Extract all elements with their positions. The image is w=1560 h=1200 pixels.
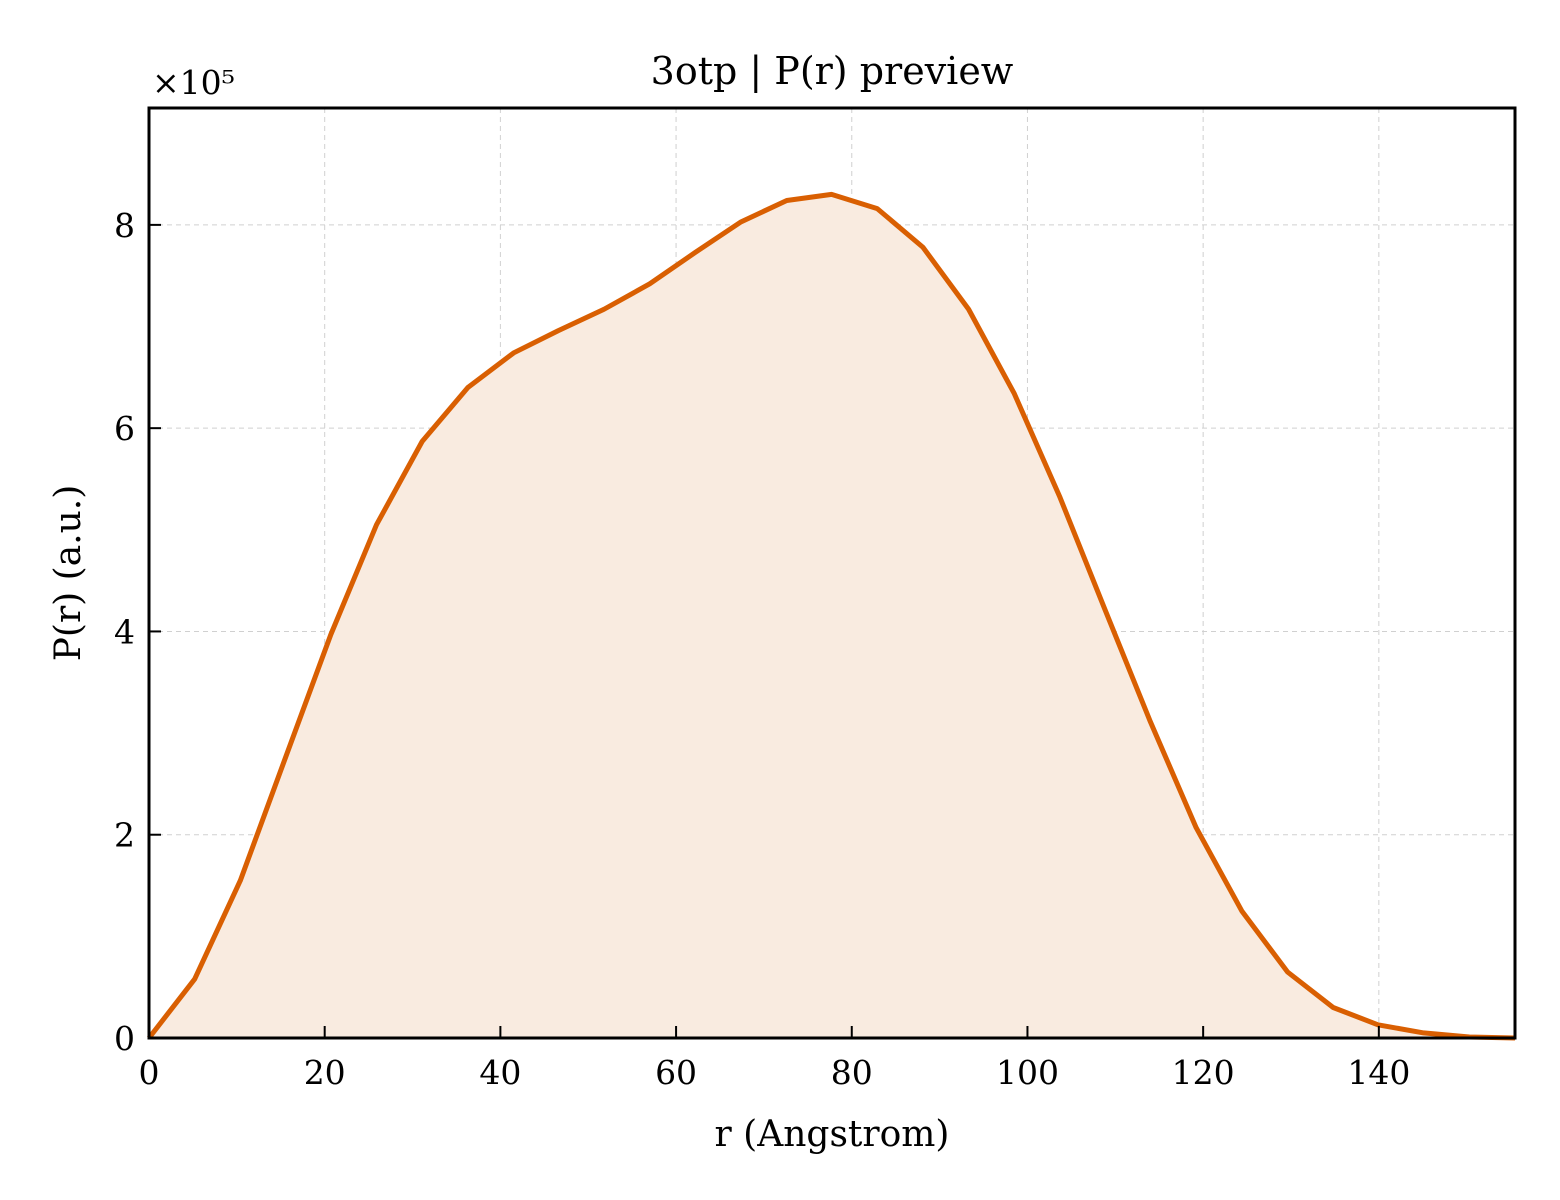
y-tick-label: 6 xyxy=(114,409,135,448)
y-tick-label: 2 xyxy=(114,816,135,855)
x-tick-label: 80 xyxy=(831,1053,873,1092)
x-tick-label: 0 xyxy=(139,1053,160,1092)
y-axis-label: P(r) (a.u.) xyxy=(48,485,89,662)
plot-frame xyxy=(147,106,1517,1040)
x-tick-label: 20 xyxy=(304,1053,346,1092)
y-multiplier-label: ×10⁵ xyxy=(152,63,235,102)
axis-ticks: 0 20 40 60 80 100 120 140 0 2 4 6 8 xyxy=(114,206,1410,1092)
pr-series-line xyxy=(147,191,1516,1041)
y-tick-label: 4 xyxy=(114,612,135,651)
y-tick-label: 8 xyxy=(114,206,135,245)
x-tick-label: 120 xyxy=(1172,1053,1235,1092)
pr-area-fill xyxy=(149,194,1515,1038)
x-tick-label: 60 xyxy=(655,1053,697,1092)
x-axis-label: r (Angstrom) xyxy=(715,1114,950,1155)
chart-title: 3otp | P(r) preview xyxy=(651,49,1014,93)
y-tick-label: 0 xyxy=(114,1019,135,1058)
x-tick-label: 40 xyxy=(479,1053,521,1092)
x-tick-label: 100 xyxy=(996,1053,1059,1092)
x-tick-label: 140 xyxy=(1347,1053,1410,1092)
